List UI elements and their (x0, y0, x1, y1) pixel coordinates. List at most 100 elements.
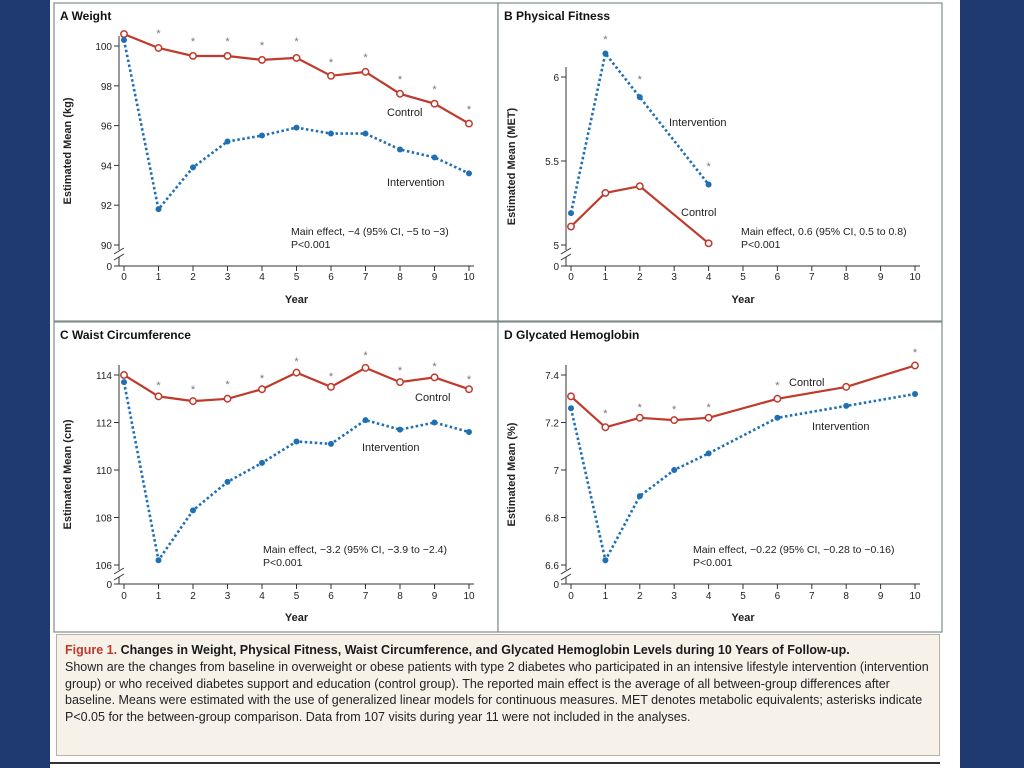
data-point-control (327, 71, 335, 80)
x-tick-label: 5 (294, 272, 300, 283)
x-tick-label: 9 (432, 272, 438, 283)
panel-frame (53, 321, 499, 633)
data-point-control (635, 182, 644, 191)
series-label-intervention: Intervention (812, 421, 869, 433)
panel-b: B Physical Fitness 5 5.5 6 00 1 2 3 4 5 6 7 8 9 10 Year… (497, 2, 943, 322)
caption-title: Changes in Weight, Physical Fitness, Wai… (120, 643, 850, 657)
data-point-intervention (259, 132, 265, 139)
data-point-control (465, 119, 473, 128)
data-point-intervention (155, 206, 162, 213)
x-tick-label: 7 (809, 591, 815, 602)
series-line-intervention (569, 50, 710, 214)
series-line-control (570, 364, 916, 429)
data-point-intervention (636, 94, 643, 101)
axis-break-mark (113, 567, 125, 575)
data-point-intervention (431, 154, 438, 161)
data-point-intervention (602, 50, 609, 57)
data-point-intervention (568, 405, 574, 412)
series-label-control: Control (789, 377, 824, 389)
y-tick-label: 90 (101, 241, 113, 252)
p-value-text: P<0.001 (693, 557, 733, 569)
significance-asterisk: * (329, 57, 334, 69)
panel-title-text: Glycated Hemoglobin (516, 328, 639, 342)
data-point-intervention (362, 130, 369, 137)
x-tick-label: 6 (328, 272, 334, 283)
panel-title-text: Weight (72, 9, 112, 23)
y-tick-label: 106 (95, 561, 112, 572)
x-tick-label: 3 (671, 272, 677, 283)
data-point-intervention (636, 493, 643, 500)
panel-d: D Glycated Hemoglobin 6.6 6.8 7 7.2 7.4 00 1 2 3 4… (497, 321, 943, 633)
data-point-control (567, 392, 575, 401)
bottom-rule (50, 762, 940, 764)
x-tick-label: 7 (809, 272, 815, 283)
significance-asterisk: * (191, 36, 196, 48)
y-tick-label: 100 (95, 42, 112, 53)
data-point-intervention (362, 417, 369, 424)
data-point-control (670, 416, 679, 425)
axis-break-mark (113, 253, 125, 261)
significance-asterisk: * (432, 361, 437, 373)
data-point-intervention (671, 467, 678, 473)
significance-asterisk: * (398, 74, 403, 86)
p-value-text: P<0.001 (291, 239, 331, 251)
significance-asterisk: * (225, 36, 230, 48)
significance-asterisk: * (672, 404, 677, 416)
data-point-control (842, 382, 851, 391)
x-tick-label: 2 (190, 272, 196, 283)
panel-title: D Glycated Hemoglobin (504, 328, 639, 342)
panel-title-text: Waist Circumference (72, 328, 191, 342)
significance-asterisk: * (467, 104, 472, 116)
data-point-intervention (431, 419, 438, 426)
x-tick-label: 0 (121, 272, 127, 283)
y-tick-label: 5.5 (545, 157, 559, 168)
data-point-control (223, 394, 232, 403)
figure-caption: Figure 1. Changes in Weight, Physical Fi… (56, 634, 940, 756)
y-tick-label: 96 (101, 122, 113, 133)
series-label-intervention: Intervention (362, 442, 419, 454)
data-point-intervention (155, 557, 162, 564)
x-tick-label: 1 (156, 272, 162, 283)
significance-asterisk: * (706, 402, 711, 414)
panel-title: A Weight (60, 9, 111, 23)
x-tick-label: 4 (259, 272, 265, 283)
data-point-control (189, 52, 197, 60)
x-tick-label: 5 (740, 591, 746, 602)
x-axis-title: Year (285, 612, 309, 624)
data-point-control (430, 373, 439, 382)
x-tick-label: 4 (259, 591, 265, 602)
data-point-control (396, 378, 404, 387)
y-tick-label: 114 (96, 371, 112, 382)
main-effect-text: Main effect, −3.2 (95% CI, −3.9 to −2.4) (263, 544, 447, 556)
x-tick-label: 10 (463, 272, 475, 283)
data-point-intervention (224, 138, 231, 145)
y-tick-label: 6.6 (545, 561, 559, 572)
data-point-intervention (397, 146, 403, 153)
y-tick-label: 0 (553, 580, 559, 591)
main-effect-text: Main effect, 0.6 (95% CI, 0.5 to 0.8) (741, 226, 907, 238)
series-line-intervention (569, 392, 916, 564)
data-point-intervention (466, 170, 472, 177)
x-tick-label: 0 (568, 591, 574, 602)
data-point-intervention (328, 130, 334, 137)
axis-break-mark (113, 247, 125, 255)
axis-break-mark (560, 573, 572, 581)
x-tick-label: 0 (121, 591, 127, 602)
data-point-control (911, 361, 919, 370)
data-point-intervention (224, 478, 231, 485)
y-tick-label: 0 (106, 262, 112, 273)
x-tick-label: 3 (225, 272, 231, 283)
panel-letter: A (60, 9, 72, 23)
data-point-control (704, 239, 713, 248)
panel-a: A Weight 90 92 94 96 98 100 00 1 2 3 4 5 6 7 8 9 10 Year Es… (53, 2, 499, 322)
panel-title: B Physical Fitness (504, 9, 610, 23)
data-point-control (258, 55, 266, 64)
data-point-control (361, 67, 370, 76)
data-point-control (396, 89, 404, 98)
data-point-intervention (602, 557, 609, 564)
significance-asterisk: * (398, 365, 403, 377)
y-tick-label: 7 (553, 466, 559, 477)
data-point-control (292, 368, 301, 377)
y-axis-title: Estimated Mean (MET) (506, 107, 518, 225)
